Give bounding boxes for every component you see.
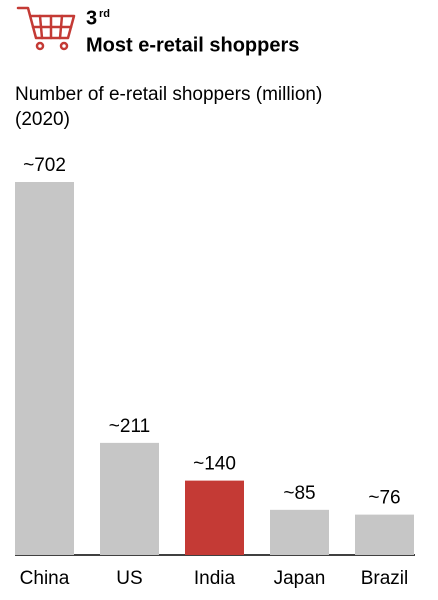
bar bbox=[270, 509, 329, 555]
x-tick-label: Japan bbox=[274, 568, 326, 589]
bar bbox=[185, 480, 244, 555]
headline: Most e-retail shoppers bbox=[86, 34, 299, 56]
value-label: ~140 bbox=[193, 454, 236, 475]
value-label: ~85 bbox=[283, 483, 315, 504]
value-label: ~702 bbox=[23, 155, 66, 176]
rank-suffix: rd bbox=[99, 8, 110, 20]
bar bbox=[355, 514, 414, 555]
x-tick-label: Brazil bbox=[361, 568, 409, 589]
bar bbox=[100, 442, 159, 555]
x-tick-label: US bbox=[116, 568, 142, 589]
rank: 3 bbox=[86, 7, 97, 29]
value-label: ~211 bbox=[109, 416, 150, 437]
chart-title: Number of e-retail shoppers (million) bbox=[15, 84, 322, 105]
chart-subtitle: (2020) bbox=[15, 109, 70, 130]
value-label: ~76 bbox=[368, 488, 400, 509]
bar bbox=[15, 182, 74, 555]
x-tick-label: India bbox=[194, 568, 236, 589]
cart-icon bbox=[16, 6, 76, 51]
x-tick-label: China bbox=[20, 568, 70, 589]
